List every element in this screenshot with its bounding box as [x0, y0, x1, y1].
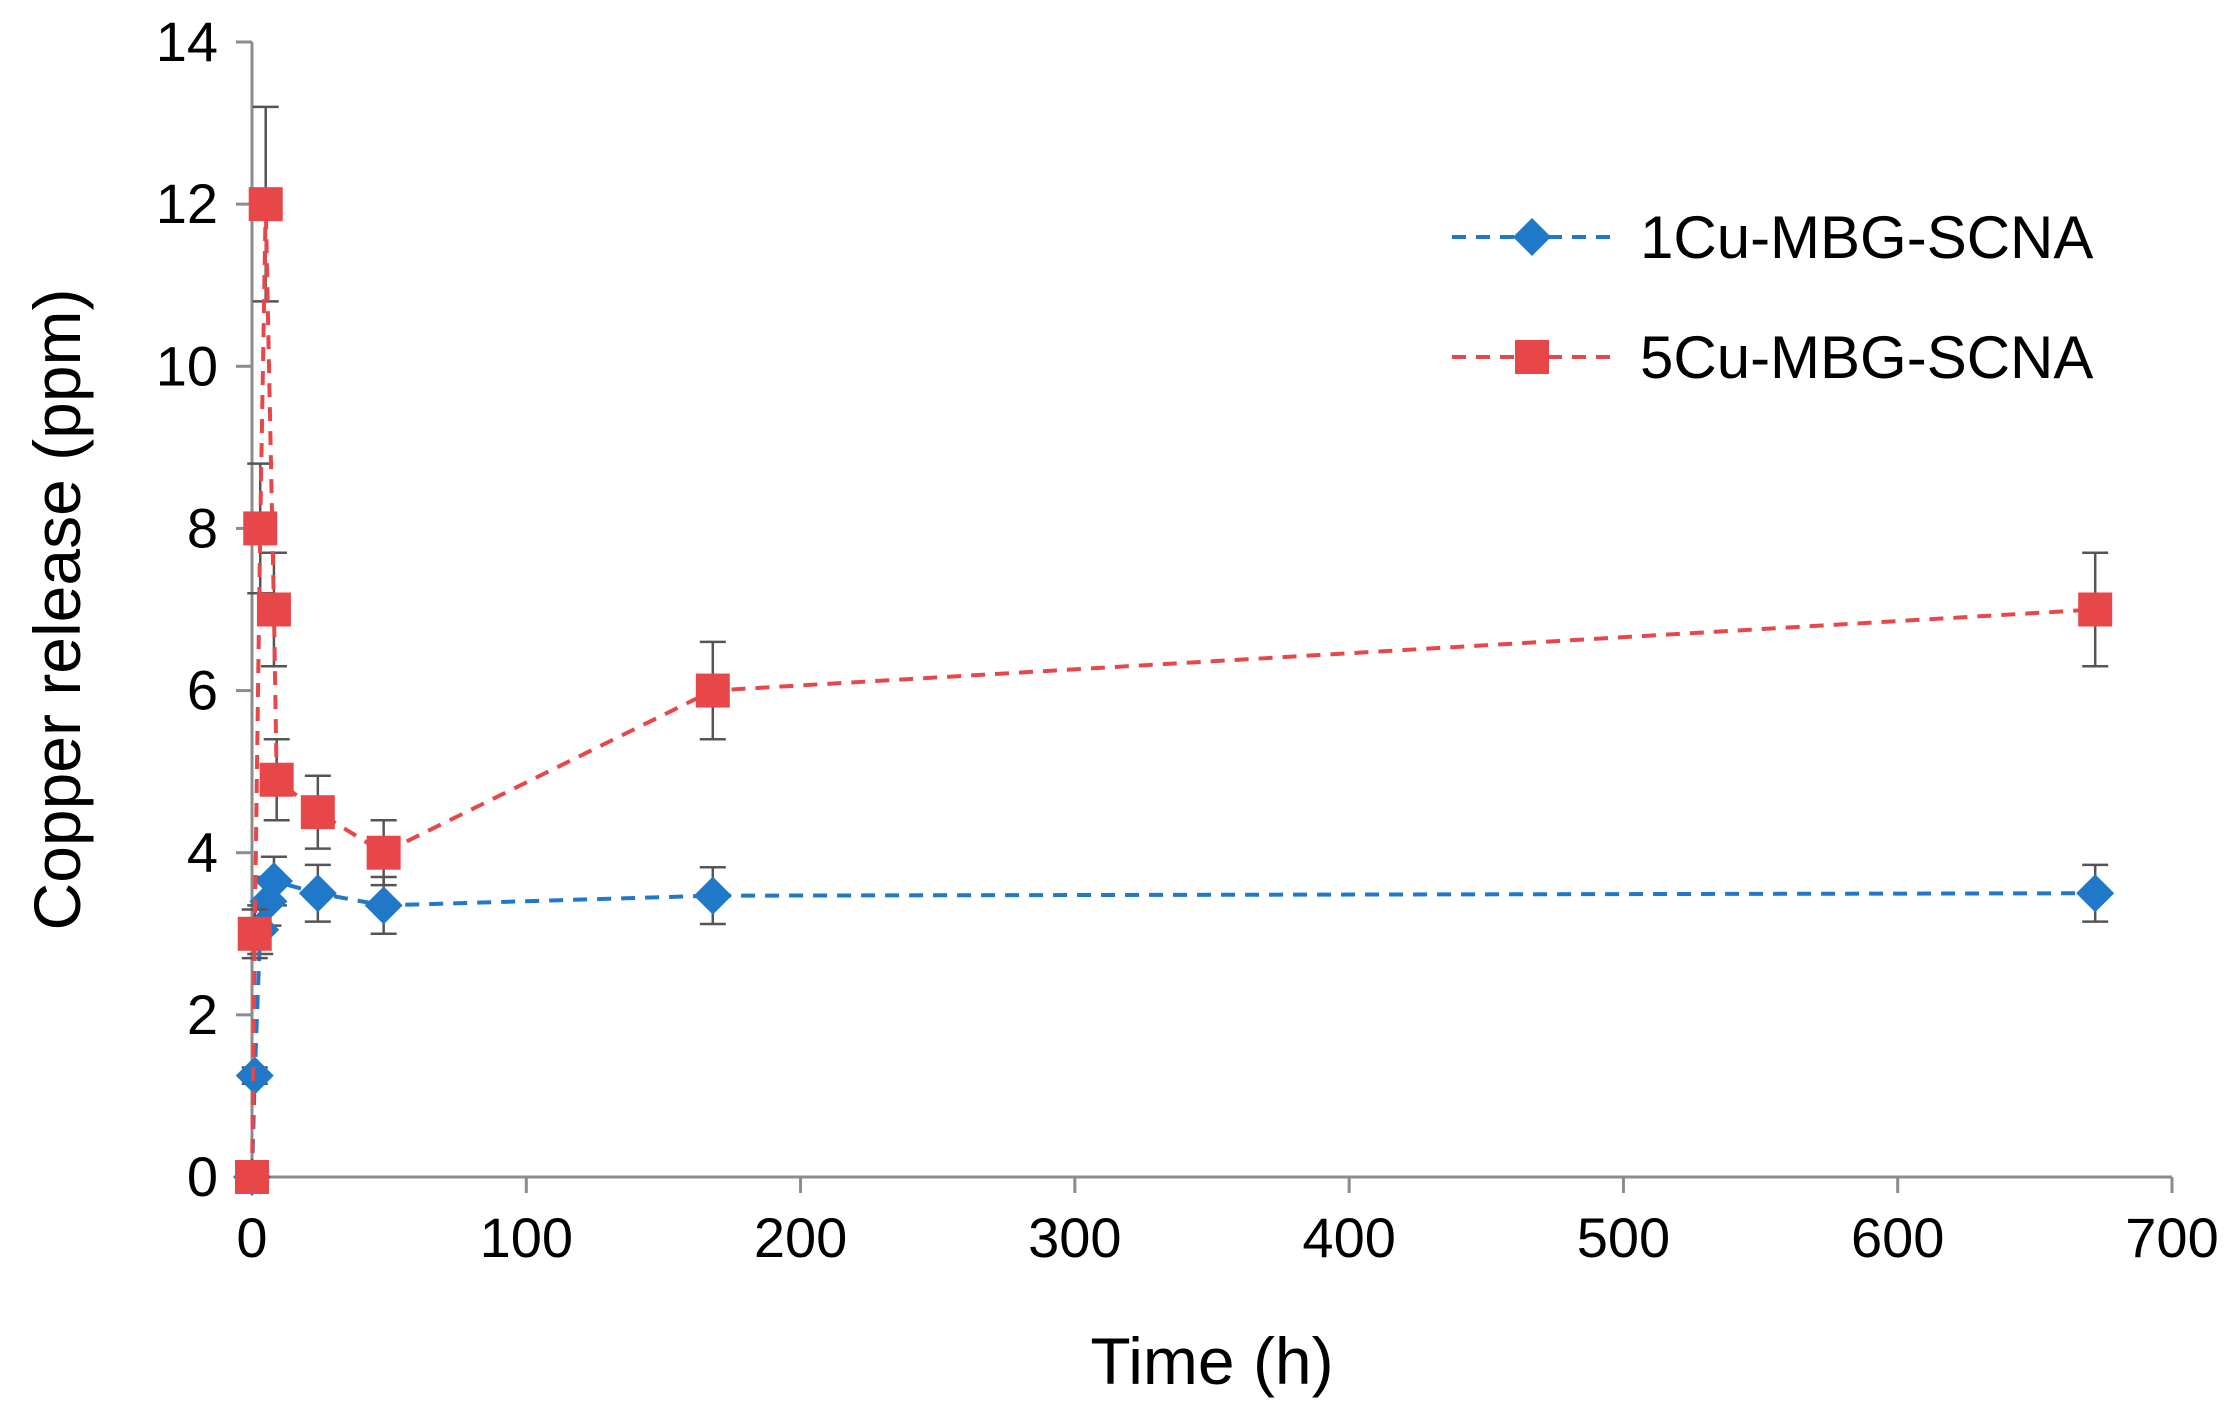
axes-layer: 0 2 4 6 8 10 12 14 0 100 200 300 400 500 600 700 — [156, 10, 2219, 1269]
y-tick-label: 8 — [187, 496, 218, 559]
y-tick-label: 2 — [187, 983, 218, 1046]
y-tick-label: 4 — [187, 821, 218, 884]
y-tick-label: 6 — [187, 659, 218, 722]
x-tick-label: 100 — [480, 1206, 573, 1269]
data-point — [695, 673, 730, 708]
y-tick-label: 10 — [156, 334, 218, 397]
legend-marker — [1513, 218, 1551, 256]
x-tick-label: 400 — [1302, 1206, 1395, 1269]
data-point — [256, 592, 291, 627]
x-tick-label: 500 — [1577, 1206, 1670, 1269]
data-point — [248, 187, 283, 222]
series-line — [250, 204, 2096, 1178]
y-tick-label: 14 — [156, 10, 218, 73]
series-line — [250, 878, 2096, 1178]
data-point — [300, 795, 335, 830]
y-tick-label: 12 — [156, 172, 218, 235]
data-point — [2076, 874, 2115, 913]
x-tick-label: 600 — [1851, 1206, 1944, 1269]
legend: 1Cu-MBG-SCNA 5Cu-MBG-SCNA — [1452, 204, 2093, 391]
x-axis-title: Time (h) — [1090, 1324, 1333, 1398]
data-point — [2078, 592, 2113, 627]
data-point — [366, 835, 401, 870]
y-tick-label: 0 — [187, 1145, 218, 1208]
data-point — [259, 762, 294, 797]
series-layer — [233, 105, 2115, 1196]
legend-item-0: 1Cu-MBG-SCNA — [1452, 204, 2093, 271]
data-point — [254, 862, 293, 901]
x-tick-label: 0 — [236, 1206, 267, 1269]
data-point — [298, 874, 337, 913]
series-1 — [235, 105, 2113, 1194]
legend-label: 5Cu-MBG-SCNA — [1640, 324, 2093, 391]
data-point — [364, 886, 403, 925]
x-tick-label: 200 — [754, 1206, 847, 1269]
series-0 — [233, 855, 2115, 1196]
x-tick-label: 700 — [2125, 1206, 2218, 1269]
y-axis-title: Copper release (ppm) — [20, 289, 94, 931]
legend-item-1: 5Cu-MBG-SCNA — [1452, 324, 2093, 391]
x-tick-label: 300 — [1028, 1206, 1121, 1269]
legend-label: 1Cu-MBG-SCNA — [1640, 204, 2093, 271]
data-point — [243, 511, 278, 546]
data-point — [693, 876, 732, 915]
data-point — [237, 916, 272, 951]
data-point — [235, 1160, 269, 1194]
legend-marker — [1515, 340, 1549, 374]
